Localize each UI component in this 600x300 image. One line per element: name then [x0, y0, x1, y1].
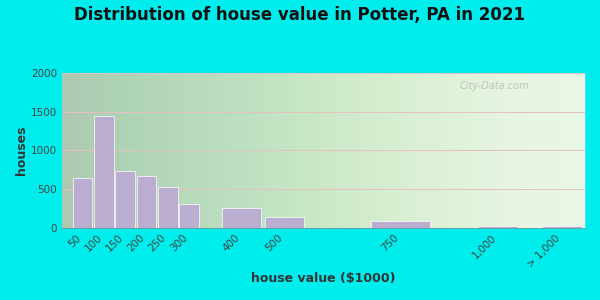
Y-axis label: houses: houses: [15, 126, 28, 175]
Bar: [478, 226, 518, 228]
Bar: [542, 226, 581, 228]
X-axis label: house value ($1000): house value ($1000): [251, 272, 395, 285]
Text: Distribution of house value in Potter, PA in 2021: Distribution of house value in Potter, P…: [74, 6, 526, 24]
Bar: [265, 217, 304, 228]
Bar: [115, 171, 135, 228]
Bar: [179, 204, 199, 228]
Bar: [94, 116, 113, 228]
Text: City-Data.com: City-Data.com: [460, 81, 529, 91]
Bar: [73, 178, 92, 228]
Bar: [137, 176, 156, 228]
Bar: [371, 220, 430, 228]
Bar: [222, 208, 262, 228]
Bar: [158, 187, 178, 228]
